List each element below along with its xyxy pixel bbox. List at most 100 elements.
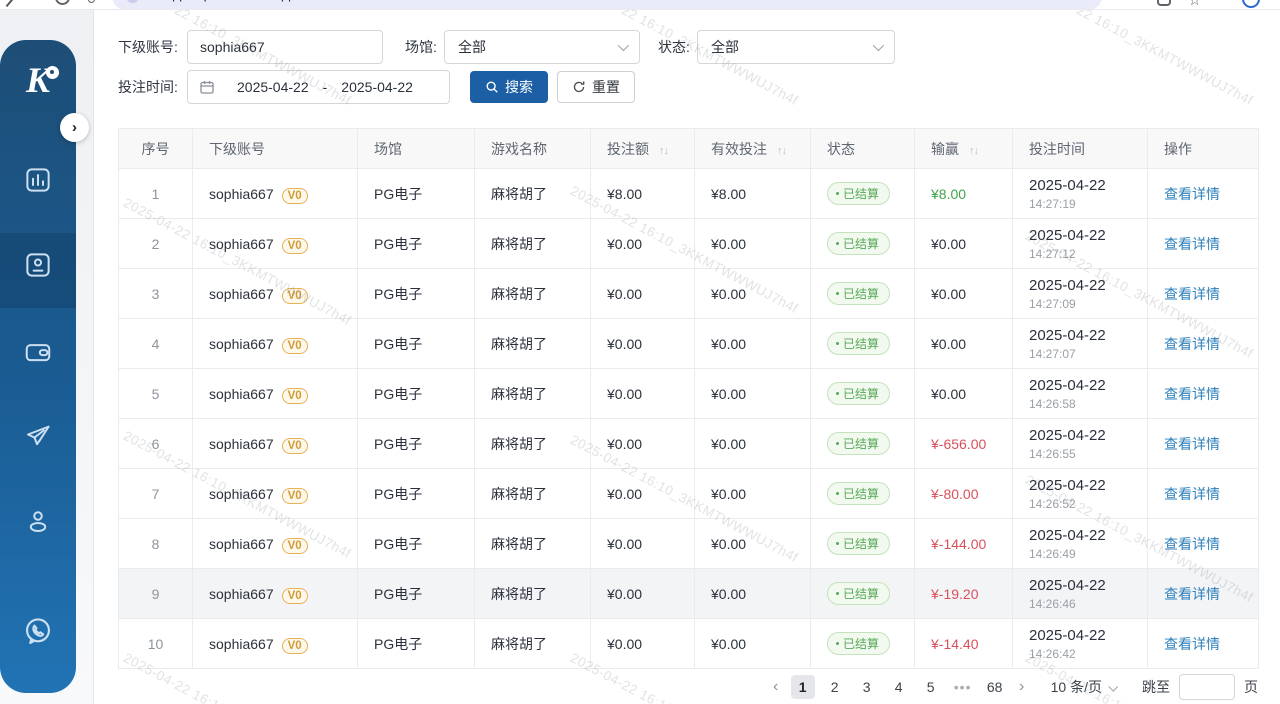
bet-amount-cell: ¥8.00: [590, 168, 695, 219]
valid-bet-cell: ¥0.00: [694, 268, 811, 319]
game-name-cell: 麻将胡了: [474, 368, 591, 419]
sidebar-item-wallet[interactable]: [0, 332, 76, 376]
venue-cell: PG电子: [357, 468, 475, 519]
table-row: 2 sophia667 V0 PG电子 麻将胡了 ¥0.00 ¥0.00 已结算 ¥0.00 20…: [118, 218, 1259, 269]
view-details-link[interactable]: 查看详情: [1164, 285, 1220, 302]
column-header[interactable]: 投注额 ↑↓: [590, 128, 695, 169]
reload-icon[interactable]: [55, 0, 70, 5]
win-loss-cell: ¥0.00: [914, 318, 1013, 369]
sidebar-item-stats[interactable]: [0, 160, 76, 204]
page-number[interactable]: 4: [894, 679, 903, 695]
view-details-link[interactable]: 查看详情: [1164, 585, 1220, 602]
vip-badge: V0: [281, 237, 308, 254]
sidebar-item-members[interactable]: [0, 245, 76, 289]
valid-bet-cell: ¥8.00: [694, 168, 811, 219]
status-badge: 已结算: [827, 382, 891, 405]
status-cell: 已结算: [810, 468, 915, 519]
promo-plane-icon: [23, 421, 53, 456]
status-badge: 已结算: [827, 632, 891, 655]
brand-logo: K: [0, 58, 76, 106]
row-number-cell: 5: [118, 368, 193, 419]
bet-records-table: 序号 下级账号 场馆 游戏名称 投注额 ↑↓ 有效投注 ↑↓ 状态 输赢 ↑↓ 投注时间 操作 1 sop…: [118, 128, 1259, 669]
status-badge: 已结算: [827, 532, 891, 555]
next-page-icon[interactable]: ›: [1018, 678, 1025, 695]
page-ellipsis[interactable]: •••: [953, 679, 972, 695]
sidebar-item-promo[interactable]: [0, 416, 76, 460]
sidebar-item-profile[interactable]: [0, 501, 76, 545]
search-icon: [485, 80, 499, 94]
page-number[interactable]: 68: [986, 679, 1003, 695]
date-range-picker[interactable]: 2025-04-22 - 2025-04-22: [187, 70, 450, 104]
sort-icon[interactable]: ↑↓: [659, 144, 669, 157]
account-name: sophia667: [209, 535, 274, 552]
view-details-link[interactable]: 查看详情: [1164, 635, 1220, 652]
view-details-link[interactable]: 查看详情: [1164, 485, 1220, 502]
account-input[interactable]: [188, 39, 382, 55]
view-details-link[interactable]: 查看详情: [1164, 385, 1220, 402]
sort-icon[interactable]: ↑↓: [969, 144, 979, 157]
reset-button-label: 重置: [592, 79, 620, 95]
bookmark-star-icon[interactable]: ☆: [1188, 0, 1202, 9]
status-cell: 已结算: [810, 568, 915, 619]
bet-amount-cell: ¥0.00: [590, 268, 695, 319]
address-bar[interactable]: qq602p.com:5115/app/subordinate/bet: [112, 0, 1102, 9]
venue-cell: PG电子: [357, 368, 475, 419]
jump-page-input[interactable]: [1179, 674, 1235, 700]
column-header-label: 序号: [141, 140, 170, 157]
valid-bet-cell: ¥0.00: [694, 568, 811, 619]
view-details-link[interactable]: 查看详情: [1164, 535, 1220, 552]
page-size-select[interactable]: 10 条/页: [1050, 677, 1119, 697]
info-icon: [88, 0, 95, 3]
status-cell: 已结算: [810, 618, 915, 669]
row-number-cell: 7: [118, 468, 193, 519]
password-key-icon[interactable]: [1157, 0, 1171, 6]
site-settings-icon[interactable]: [126, 0, 139, 3]
sidebar-item-support[interactable]: [0, 611, 76, 655]
account-cell: sophia667 V0: [192, 268, 358, 319]
reset-button[interactable]: 重置: [557, 71, 635, 103]
account-name: sophia667: [209, 285, 274, 302]
page-number[interactable]: 3: [862, 679, 871, 695]
bet-time-cell: 2025-04-22 14:26:46: [1012, 568, 1148, 619]
sort-icon[interactable]: ↑↓: [777, 144, 787, 157]
view-details-link[interactable]: 查看详情: [1164, 335, 1220, 352]
status-cell: 已结算: [810, 268, 915, 319]
view-details-link[interactable]: 查看详情: [1164, 185, 1220, 202]
venue-label: 场馆:: [405, 39, 437, 55]
chevron-down-icon: [1108, 681, 1119, 692]
page-number[interactable]: 5: [926, 679, 935, 695]
action-cell: 查看详情: [1147, 518, 1259, 569]
win-loss-cell: ¥-144.00: [914, 518, 1013, 569]
search-button[interactable]: 搜索: [470, 71, 548, 103]
column-header[interactable]: 输赢 ↑↓: [914, 128, 1013, 169]
status-cell: 已结算: [810, 168, 915, 219]
page-number[interactable]: 1: [790, 675, 815, 699]
bet-time-cell: 2025-04-22 14:27:07: [1012, 318, 1148, 369]
bet-amount-cell: ¥0.00: [590, 368, 695, 419]
status-select[interactable]: 全部: [697, 30, 895, 64]
venue-select[interactable]: 全部: [444, 30, 640, 64]
page-number[interactable]: 2: [830, 679, 839, 695]
column-header: 投注时间: [1012, 128, 1148, 169]
table-row: 1 sophia667 V0 PG电子 麻将胡了 ¥8.00 ¥8.00 已结算 ¥8.00 20…: [118, 168, 1259, 219]
pen-icon: [5, 0, 17, 8]
bet-time-cell: 2025-04-22 14:26:42: [1012, 618, 1148, 669]
status-badge: 已结算: [827, 182, 891, 205]
sidebar-expand-button[interactable]: ›: [60, 113, 89, 142]
action-cell: 查看详情: [1147, 368, 1259, 419]
browser-avatar[interactable]: [1242, 0, 1260, 8]
table-body: 1 sophia667 V0 PG电子 麻将胡了 ¥8.00 ¥8.00 已结算 ¥8.00 20…: [118, 168, 1259, 669]
column-header-label: 操作: [1164, 140, 1192, 157]
chevron-down-icon: [617, 39, 630, 52]
view-details-link[interactable]: 查看详情: [1164, 235, 1220, 252]
account-cell: sophia667 V0: [192, 568, 358, 619]
column-header-label: 场馆: [374, 140, 402, 157]
page-size-value: 10 条/页: [1050, 679, 1102, 695]
jump-label: 跳至: [1142, 679, 1170, 695]
win-loss-cell: ¥-80.00: [914, 468, 1013, 519]
account-name: sophia667: [209, 435, 274, 452]
view-details-link[interactable]: 查看详情: [1164, 435, 1220, 452]
column-header[interactable]: 有效投注 ↑↓: [694, 128, 811, 169]
status-cell: 已结算: [810, 368, 915, 419]
prev-page-icon[interactable]: ‹: [772, 678, 779, 695]
